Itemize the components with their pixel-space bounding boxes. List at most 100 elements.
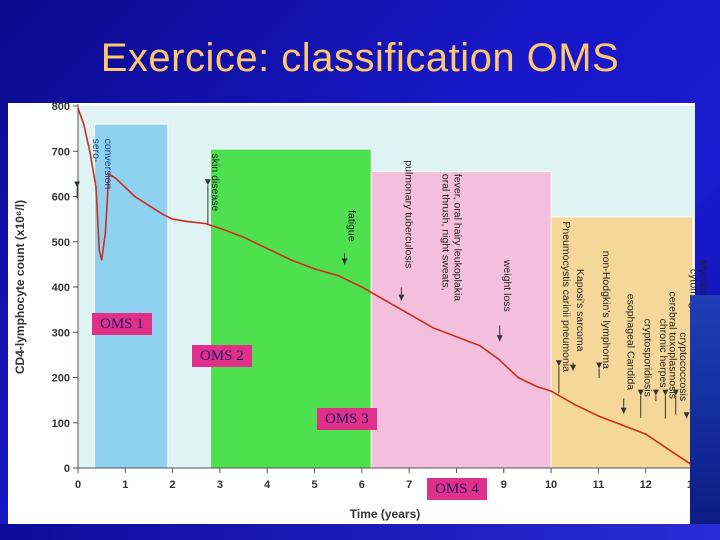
x-axis-label: Time (years)	[350, 507, 420, 521]
curve-point	[98, 250, 101, 252]
y-tick-label: 500	[52, 237, 70, 249]
y-tick-label: 700	[52, 146, 70, 158]
curve-point	[498, 358, 500, 361]
curve-point	[644, 433, 647, 435]
y-axis-label: CD4-lymphocyte count (x10⁶/l)	[13, 200, 27, 374]
y-tick-label: 300	[52, 327, 70, 339]
curve-point	[432, 326, 434, 329]
curve-point	[100, 259, 103, 261]
arrowhead	[496, 335, 503, 342]
curve-point	[219, 227, 221, 229]
x-tick-label: 12	[640, 479, 652, 491]
annotation-text: skin disease	[209, 154, 221, 212]
annotation-text: sero-	[90, 139, 102, 163]
curve-point	[77, 107, 79, 110]
curve-point	[313, 268, 316, 270]
annotation-text: esophageal Candida	[625, 294, 637, 390]
curve-point	[104, 231, 107, 234]
curve-point	[290, 259, 292, 261]
annotation-7: Kaposi's sarcoma	[574, 269, 586, 352]
x-tick-label: 4	[264, 479, 271, 491]
curve-point	[550, 390, 552, 392]
curve-point	[204, 222, 207, 225]
curve-point	[95, 186, 97, 189]
stage-label-2: OMS 2	[192, 345, 252, 367]
annotation-1: skin disease	[209, 154, 221, 212]
cd4-curve	[77, 108, 694, 467]
curve-point	[479, 345, 481, 347]
stage-band-4	[550, 216, 694, 469]
stage-label-4: OMS 4	[427, 478, 487, 500]
curve-point	[186, 220, 188, 223]
x-tick-label: 1	[122, 479, 128, 491]
curve-point	[266, 247, 269, 250]
curve-point	[115, 177, 117, 180]
stage-label-1: OMS 1	[92, 313, 152, 335]
annotation-12: cerebral toxoplasmosis	[666, 292, 678, 399]
annotation-text: pulmonary tuberculosis	[402, 160, 414, 268]
curve-point	[408, 313, 410, 315]
annotation-text: Kaposi's sarcoma	[574, 269, 586, 352]
annotation-2: fatigue	[346, 210, 358, 242]
x-tick-label: 11	[593, 479, 605, 491]
slide-title: Exercice: classification OMS	[100, 36, 620, 80]
curve-point	[242, 236, 245, 239]
cd4-chart: 0123456789101112130100200300400500600700…	[8, 101, 709, 525]
x-tick-label: 6	[359, 479, 365, 491]
annotation-13: cryptococcosis	[677, 332, 689, 401]
arrowhead	[398, 294, 405, 301]
arrowhead	[620, 407, 627, 414]
annotation-text: Pneumocystis carinii pneumonia	[560, 221, 572, 372]
arrowhead	[652, 389, 659, 396]
annotation-4: oral thrush, night sweats, fever, oral ha…	[439, 174, 463, 301]
curve-point	[573, 403, 576, 406]
curve-point	[107, 173, 110, 175]
x-tick-label: 2	[170, 479, 176, 491]
curve-point	[384, 299, 387, 302]
arrowhead	[204, 179, 211, 186]
annotation-text: cryptosporidiosis	[642, 319, 654, 397]
arrowhead	[672, 389, 679, 396]
x-tick-label: 0	[75, 479, 81, 491]
annotation-text: weight loss	[501, 259, 513, 312]
decoration-right	[690, 295, 720, 540]
annotation-0: sero-conversion	[90, 139, 114, 190]
stage-label-3: OMS 3	[317, 408, 377, 430]
y-tick-label: 0	[64, 463, 70, 475]
annotation-10: cryptosporidiosis	[642, 319, 654, 397]
annotation-text: cerebral toxoplasmosis	[666, 292, 678, 399]
curve-point	[621, 424, 623, 426]
x-tick-label: 9	[501, 479, 507, 491]
curve-point	[597, 415, 600, 417]
y-tick-label: 100	[52, 418, 70, 430]
curve-point	[162, 213, 164, 216]
y-tick-label: 600	[52, 192, 70, 204]
curve-point	[133, 195, 136, 198]
annotation-3: pulmonary tuberculosis	[402, 160, 414, 268]
annotation-9: esophageal Candida	[625, 294, 637, 390]
y-tick-label: 800	[52, 101, 70, 113]
annotation-text: cryptococcosis	[677, 332, 689, 401]
stage-band-3	[370, 171, 552, 469]
arrowhead	[596, 362, 603, 369]
arrowhead	[637, 389, 644, 396]
curve-point	[171, 218, 174, 220]
curve-point	[89, 150, 91, 153]
arrowhead	[74, 181, 81, 188]
curve-point	[337, 274, 339, 277]
curve-point	[536, 385, 538, 388]
curve-point	[124, 186, 127, 189]
arrowhead	[570, 364, 577, 371]
arrowhead	[555, 360, 562, 367]
arrowhead	[662, 389, 669, 396]
arrowhead	[683, 412, 690, 419]
annotation-text: fever, oral hairy leukoplakia	[451, 174, 463, 301]
annotation-text: oral thrush, night sweats,	[439, 174, 451, 291]
x-tick-label: 10	[545, 479, 557, 491]
y-tick-label: 200	[52, 373, 70, 385]
curve-point	[517, 376, 519, 379]
curve-point	[361, 286, 363, 288]
x-tick-label: 7	[406, 479, 412, 491]
annotation-text: chronic herpes	[657, 319, 669, 388]
annotation-11: chronic herpes	[657, 319, 669, 388]
